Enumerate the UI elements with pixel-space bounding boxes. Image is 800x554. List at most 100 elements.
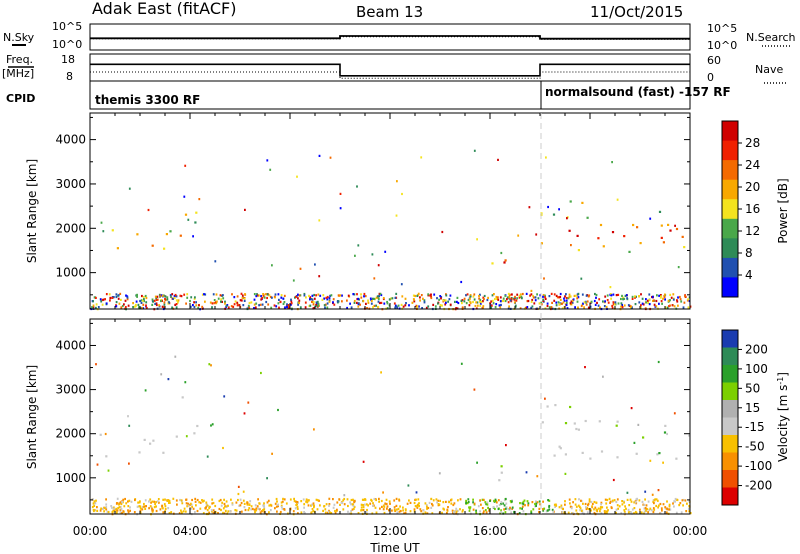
cell bbox=[111, 511, 114, 514]
cell bbox=[582, 502, 584, 505]
cell bbox=[246, 503, 249, 506]
noise-right-bottom-tick: 10^0 bbox=[707, 39, 737, 52]
cell bbox=[606, 506, 608, 509]
cell bbox=[255, 302, 258, 305]
cell bbox=[604, 300, 606, 303]
cell bbox=[595, 501, 598, 504]
cell bbox=[349, 501, 351, 504]
cell bbox=[569, 505, 572, 508]
cell bbox=[157, 498, 160, 501]
cell bbox=[585, 506, 587, 509]
cell bbox=[443, 508, 445, 511]
cell bbox=[600, 503, 602, 506]
cell bbox=[297, 303, 299, 306]
cell bbox=[658, 504, 660, 507]
cell bbox=[133, 305, 136, 308]
cell bbox=[562, 301, 565, 304]
cell bbox=[439, 304, 442, 307]
cell bbox=[325, 296, 328, 299]
cell bbox=[212, 512, 215, 515]
cell bbox=[187, 218, 190, 221]
cell bbox=[95, 306, 97, 309]
cell bbox=[266, 501, 269, 504]
cell bbox=[688, 499, 691, 502]
cell bbox=[393, 302, 396, 305]
cell bbox=[247, 401, 250, 404]
cell bbox=[662, 297, 664, 300]
cell bbox=[219, 498, 222, 502]
cell bbox=[189, 299, 191, 303]
cell bbox=[105, 506, 108, 509]
cell bbox=[250, 505, 253, 508]
cell bbox=[594, 506, 597, 509]
cell bbox=[236, 295, 239, 298]
cell bbox=[122, 498, 125, 501]
cell bbox=[378, 292, 381, 295]
cell bbox=[164, 295, 167, 298]
cell bbox=[591, 502, 594, 506]
cell bbox=[593, 500, 596, 504]
cell bbox=[103, 507, 106, 510]
cell bbox=[364, 295, 367, 298]
cell bbox=[254, 511, 256, 514]
cell bbox=[679, 298, 682, 301]
cell bbox=[306, 501, 309, 504]
cell bbox=[439, 499, 441, 502]
cell bbox=[663, 431, 667, 434]
cell bbox=[156, 295, 159, 298]
cell bbox=[250, 508, 253, 511]
cell bbox=[504, 259, 507, 262]
cell bbox=[208, 511, 210, 514]
cell bbox=[449, 294, 452, 297]
cell bbox=[468, 506, 470, 509]
cell bbox=[417, 503, 420, 506]
cell bbox=[117, 503, 120, 506]
cell bbox=[575, 505, 578, 508]
cell bbox=[143, 505, 146, 508]
cell bbox=[117, 297, 120, 300]
cell bbox=[121, 304, 124, 308]
cell bbox=[395, 504, 398, 507]
cell bbox=[423, 301, 426, 304]
cell bbox=[412, 294, 415, 297]
cell bbox=[588, 498, 591, 501]
colorbar-tick-label: 8 bbox=[745, 246, 753, 260]
cell bbox=[127, 304, 130, 307]
cell bbox=[490, 300, 493, 303]
cell bbox=[231, 503, 234, 506]
cell bbox=[289, 498, 292, 501]
cell bbox=[169, 294, 172, 297]
region-2 bbox=[498, 465, 503, 482]
cell bbox=[99, 509, 102, 512]
cell bbox=[385, 498, 388, 501]
cell bbox=[353, 499, 356, 502]
cell bbox=[92, 306, 95, 309]
velocity-colorbar-label: Velocity [m s-1] bbox=[776, 372, 790, 462]
cell bbox=[509, 506, 511, 509]
cell bbox=[192, 235, 194, 238]
cell bbox=[395, 305, 398, 308]
cell bbox=[202, 500, 204, 503]
cell bbox=[220, 300, 222, 303]
cell bbox=[423, 299, 426, 302]
cell bbox=[557, 301, 560, 304]
cell bbox=[295, 503, 298, 507]
cell bbox=[134, 498, 136, 502]
ytick-label: 4000 bbox=[55, 338, 86, 352]
cell bbox=[303, 506, 305, 509]
cell bbox=[294, 507, 297, 510]
cell bbox=[95, 363, 97, 366]
cell bbox=[184, 213, 188, 216]
cell bbox=[673, 305, 676, 308]
cell bbox=[164, 507, 167, 511]
cell bbox=[497, 296, 499, 299]
cell bbox=[466, 293, 469, 296]
colorbar-tick-label: -15 bbox=[745, 420, 765, 434]
cell bbox=[248, 301, 251, 305]
cell bbox=[606, 299, 609, 302]
cell bbox=[312, 301, 315, 304]
cell bbox=[342, 499, 345, 502]
cell bbox=[127, 505, 130, 508]
cell bbox=[531, 298, 534, 302]
cell bbox=[590, 500, 593, 504]
